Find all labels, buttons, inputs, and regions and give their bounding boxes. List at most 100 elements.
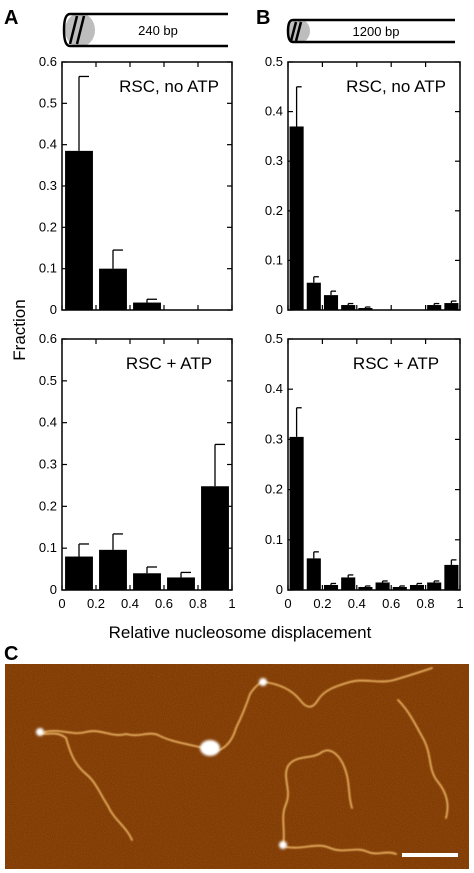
panel-title: RSC, no ATP bbox=[119, 77, 219, 96]
bar bbox=[323, 295, 339, 310]
x-tick-label: 0.4 bbox=[348, 596, 366, 611]
dna-fiber bbox=[212, 681, 263, 753]
bar bbox=[358, 308, 373, 310]
chart-b-top: 0 0.1 0.2 0.3 0.4 0.5 RSC, no ATP bbox=[265, 54, 461, 317]
bar bbox=[99, 268, 127, 310]
panel-title: RSC + ATP bbox=[126, 354, 212, 373]
x-axis-title: Relative nucleosome displacement bbox=[109, 623, 372, 642]
panel-letter-b: B bbox=[256, 7, 270, 29]
y-tick-label: 0.2 bbox=[265, 482, 283, 497]
cut-mark-2 bbox=[75, 15, 86, 45]
bar bbox=[341, 577, 356, 590]
panel-title: RSC, no ATP bbox=[346, 77, 446, 96]
bar bbox=[444, 564, 459, 590]
y-tick-label: 0.2 bbox=[39, 498, 57, 513]
dna-fiber bbox=[285, 844, 397, 855]
bar bbox=[323, 584, 339, 590]
y-tick-label: 0.1 bbox=[265, 532, 283, 547]
bar bbox=[289, 126, 304, 310]
schematic-a-label: 240 bp bbox=[138, 23, 178, 38]
bar bbox=[427, 582, 442, 590]
y-tick-label: 0.5 bbox=[39, 95, 57, 110]
y-tick-label: 0.5 bbox=[265, 54, 283, 69]
y-tick-label: 0.5 bbox=[39, 373, 57, 388]
dna-fiber bbox=[43, 729, 209, 750]
x-tick-label: 0.4 bbox=[121, 596, 139, 611]
chart-a-top: 0 0.1 0.2 0.3 0.4 0.5 0.6 RSC, no ATP bbox=[39, 54, 233, 317]
y-tick-label: 0.3 bbox=[39, 178, 57, 193]
dna-outline bbox=[286, 18, 455, 44]
bar bbox=[444, 303, 459, 310]
y-tick-label: 0.2 bbox=[39, 219, 57, 234]
x-tick-label: 0.6 bbox=[382, 596, 400, 611]
y-tick-label: 0.4 bbox=[265, 381, 283, 396]
cut-mark-1 bbox=[68, 15, 79, 45]
x-tick-label: 0.8 bbox=[189, 596, 207, 611]
schematic-b-label: 1200 bp bbox=[353, 24, 400, 39]
bar bbox=[201, 486, 229, 590]
y-axis-title: Fraction bbox=[10, 299, 29, 360]
bar bbox=[358, 586, 373, 590]
y-tick-label: 0.4 bbox=[39, 415, 57, 430]
bar bbox=[409, 584, 425, 590]
panel-letter-c: C bbox=[4, 643, 18, 665]
x-tick-label: 0.6 bbox=[155, 596, 173, 611]
bar bbox=[341, 305, 356, 310]
bar bbox=[289, 436, 304, 590]
x-tick-label: 0 bbox=[284, 596, 291, 611]
y-tick-label: 0.3 bbox=[265, 153, 283, 168]
x-tick-label: 0.2 bbox=[87, 596, 105, 611]
cut-mark-1 bbox=[289, 21, 298, 42]
dna-fiber bbox=[263, 667, 433, 708]
x-tick-label: 0.8 bbox=[417, 596, 435, 611]
bar bbox=[306, 282, 321, 310]
dna-fiber bbox=[39, 732, 133, 841]
bar bbox=[99, 549, 127, 590]
y-tick-label: 0 bbox=[50, 302, 57, 317]
bar bbox=[375, 582, 390, 590]
y-tick-label: 0.1 bbox=[39, 540, 57, 555]
bar bbox=[306, 558, 321, 590]
y-tick-label: 0.4 bbox=[265, 104, 283, 119]
y-tick-label: 0 bbox=[276, 582, 283, 597]
y-tick-label: 0 bbox=[276, 302, 283, 317]
y-tick-label: 0.1 bbox=[265, 252, 283, 267]
y-tick-label: 0.1 bbox=[39, 261, 57, 276]
dna-outline bbox=[62, 12, 228, 48]
chart-b-bottom: 0 0.1 0.2 0.3 0.4 0.5 0 0.2 0.4 0.6 0.8 1 RSC + ATP bbox=[265, 331, 464, 611]
bar bbox=[133, 573, 161, 590]
bar bbox=[167, 577, 195, 590]
dna-fiber bbox=[282, 749, 353, 846]
x-tick-label: 0 bbox=[58, 596, 65, 611]
plot-frame bbox=[287, 61, 461, 311]
cut-mark-2 bbox=[294, 21, 303, 42]
y-tick-label: 0.6 bbox=[39, 331, 57, 346]
schematic-b: 1200 bp bbox=[286, 18, 455, 44]
x-tick-label: 0.2 bbox=[313, 596, 331, 611]
panel-title: RSC + ATP bbox=[353, 354, 439, 373]
panel-letter-a: A bbox=[4, 7, 18, 29]
y-tick-label: 0.6 bbox=[39, 54, 57, 69]
y-tick-label: 0.3 bbox=[265, 431, 283, 446]
y-tick-label: 0.4 bbox=[39, 137, 57, 152]
y-tick-label: 0.3 bbox=[39, 457, 57, 472]
chart-a-bottom: 0 0.1 0.2 0.3 0.4 0.5 0.6 0 0.2 0.4 0.6 0.8 1 RSC + A… bbox=[39, 331, 236, 611]
nucleosome-particle bbox=[279, 841, 287, 849]
bar bbox=[133, 302, 161, 310]
bar bbox=[65, 556, 93, 590]
bar bbox=[65, 150, 93, 310]
x-tick-label: 1 bbox=[228, 596, 235, 611]
afm-image bbox=[5, 664, 469, 869]
x-tick-label: 1 bbox=[456, 596, 463, 611]
bar bbox=[392, 586, 407, 590]
dna-fiber bbox=[397, 699, 449, 819]
nucleosome-particle bbox=[36, 728, 44, 736]
nucleosome-particle bbox=[200, 740, 220, 756]
scale-bar bbox=[402, 853, 458, 857]
nucleosome-particle bbox=[259, 678, 267, 686]
plot-frame bbox=[287, 338, 461, 591]
y-tick-label: 0 bbox=[50, 582, 57, 597]
y-tick-label: 0.2 bbox=[265, 203, 283, 218]
schematic-a: 240 bp bbox=[62, 12, 228, 48]
